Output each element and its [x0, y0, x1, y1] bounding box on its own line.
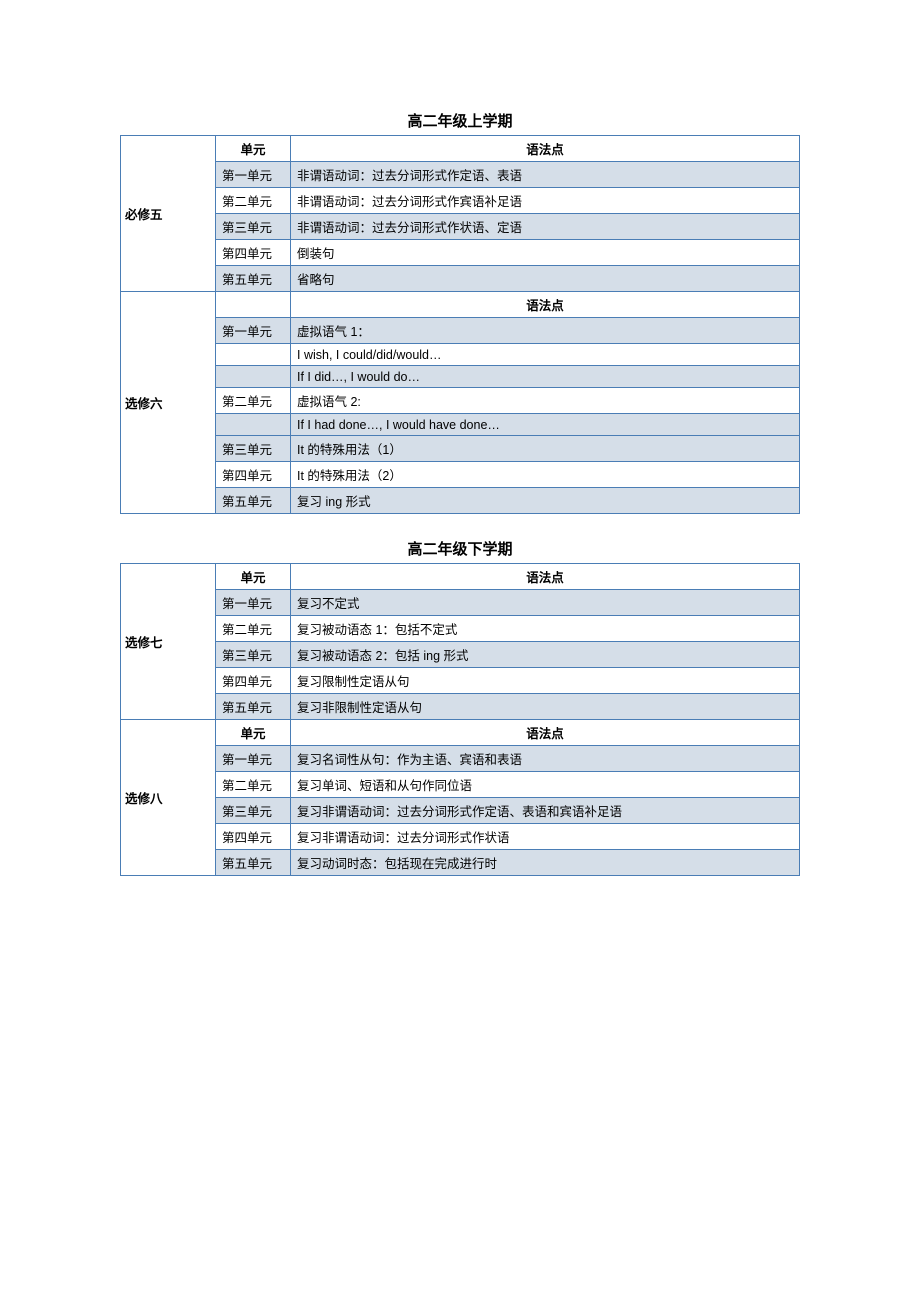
unit-cell: 第三单元: [216, 214, 291, 240]
unit-cell: 第二单元: [216, 188, 291, 214]
table-row: 第二单元虚拟语气 2:: [121, 388, 800, 414]
grammar-cell: 复习动词时态：包括现在完成进行时: [291, 850, 800, 876]
grammar-header: 语法点: [291, 136, 800, 162]
grammar-cell: 非谓语动词：过去分词形式作宾语补足语: [291, 188, 800, 214]
table-row: 第五单元省略句: [121, 266, 800, 292]
grammar-cell: If I did…, I would do…: [291, 366, 800, 388]
table-header-row: 必修五单元语法点: [121, 136, 800, 162]
table-row: I wish, I could/did/would…: [121, 344, 800, 366]
grammar-cell: It 的特殊用法（2）: [291, 462, 800, 488]
table-row: 第五单元复习动词时态：包括现在完成进行时: [121, 850, 800, 876]
unit-cell: [216, 366, 291, 388]
unit-cell: 第五单元: [216, 850, 291, 876]
table-header-row: 选修七单元语法点: [121, 564, 800, 590]
unit-header: 单元: [216, 136, 291, 162]
table-row: If I did…, I would do…: [121, 366, 800, 388]
table-wrap: 选修七单元语法点第一单元复习不定式第二单元复习被动语态 1：包括不定式第三单元复…: [120, 563, 800, 876]
book-cell: 选修七: [121, 564, 216, 720]
unit-cell: 第二单元: [216, 616, 291, 642]
table-header-row: 选修六语法点: [121, 292, 800, 318]
unit-cell: 第二单元: [216, 388, 291, 414]
table-row: 第三单元复习被动语态 2：包括 ing 形式: [121, 642, 800, 668]
grammar-cell: 倒装句: [291, 240, 800, 266]
grammar-cell: I wish, I could/did/would…: [291, 344, 800, 366]
unit-cell: 第一单元: [216, 746, 291, 772]
grammar-header: 语法点: [291, 292, 800, 318]
grammar-cell: 非谓语动词：过去分词形式作定语、表语: [291, 162, 800, 188]
grammar-cell: 复习被动语态 1：包括不定式: [291, 616, 800, 642]
section-title: 高二年级下学期: [120, 538, 800, 559]
table-row: 第二单元复习单词、短语和从句作同位语: [121, 772, 800, 798]
table-row: 第四单元It 的特殊用法（2）: [121, 462, 800, 488]
unit-cell: 第二单元: [216, 772, 291, 798]
grammar-cell: 复习被动语态 2：包括 ing 形式: [291, 642, 800, 668]
content-area: 高二年级上学期必修五单元语法点第一单元非谓语动词：过去分词形式作定语、表语第二单…: [120, 110, 800, 876]
table-row: 第一单元非谓语动词：过去分词形式作定语、表语: [121, 162, 800, 188]
table-row: 第二单元非谓语动词：过去分词形式作宾语补足语: [121, 188, 800, 214]
unit-cell: 第四单元: [216, 240, 291, 266]
table-row: 第五单元复习 ing 形式: [121, 488, 800, 514]
table-row: If I had done…, I would have done…: [121, 414, 800, 436]
unit-header: [216, 292, 291, 318]
section-title: 高二年级上学期: [120, 110, 800, 131]
unit-cell: 第一单元: [216, 162, 291, 188]
unit-cell: [216, 344, 291, 366]
table-row: 第三单元复习非谓语动词：过去分词形式作定语、表语和宾语补足语: [121, 798, 800, 824]
table-row: 第二单元复习被动语态 1：包括不定式: [121, 616, 800, 642]
unit-cell: [216, 414, 291, 436]
table-row: 第一单元复习不定式: [121, 590, 800, 616]
grammar-cell: 复习非限制性定语从句: [291, 694, 800, 720]
grammar-cell: 复习单词、短语和从句作同位语: [291, 772, 800, 798]
table-header-row: 选修八单元语法点: [121, 720, 800, 746]
grammar-cell: 复习非谓语动词：过去分词形式作定语、表语和宾语补足语: [291, 798, 800, 824]
grammar-cell: 非谓语动词：过去分词形式作状语、定语: [291, 214, 800, 240]
table-row: 第三单元非谓语动词：过去分词形式作状语、定语: [121, 214, 800, 240]
table-row: 第三单元It 的特殊用法（1）: [121, 436, 800, 462]
book-cell: 选修八: [121, 720, 216, 876]
grammar-cell: 复习非谓语动词：过去分词形式作状语: [291, 824, 800, 850]
grammar-cell: 复习限制性定语从句: [291, 668, 800, 694]
unit-cell: 第五单元: [216, 488, 291, 514]
unit-cell: 第四单元: [216, 668, 291, 694]
table-row: 第一单元虚拟语气 1：: [121, 318, 800, 344]
unit-cell: 第三单元: [216, 436, 291, 462]
table-row: 第四单元倒装句: [121, 240, 800, 266]
unit-header: 单元: [216, 564, 291, 590]
unit-cell: 第三单元: [216, 798, 291, 824]
page-container: ▪ ▪ ▪.com.cn 高二年级上学期必修五单元语法点第一单元非谓语动词：过去…: [120, 110, 800, 876]
unit-cell: 第五单元: [216, 694, 291, 720]
grammar-cell: 复习名词性从句：作为主语、宾语和表语: [291, 746, 800, 772]
grammar-header: 语法点: [291, 720, 800, 746]
unit-cell: 第一单元: [216, 590, 291, 616]
table-row: 第四单元复习限制性定语从句: [121, 668, 800, 694]
grammar-cell: 虚拟语气 2:: [291, 388, 800, 414]
grammar-cell: It 的特殊用法（1）: [291, 436, 800, 462]
unit-cell: 第四单元: [216, 824, 291, 850]
book-cell: 必修五: [121, 136, 216, 292]
unit-header: 单元: [216, 720, 291, 746]
unit-cell: 第四单元: [216, 462, 291, 488]
unit-cell: 第一单元: [216, 318, 291, 344]
grammar-table: 选修七单元语法点第一单元复习不定式第二单元复习被动语态 1：包括不定式第三单元复…: [120, 563, 800, 876]
table-row: 第一单元复习名词性从句：作为主语、宾语和表语: [121, 746, 800, 772]
unit-cell: 第三单元: [216, 642, 291, 668]
table-row: 第四单元复习非谓语动词：过去分词形式作状语: [121, 824, 800, 850]
grammar-header: 语法点: [291, 564, 800, 590]
table-wrap: 必修五单元语法点第一单元非谓语动词：过去分词形式作定语、表语第二单元非谓语动词：…: [120, 135, 800, 514]
unit-cell: 第五单元: [216, 266, 291, 292]
grammar-table: 必修五单元语法点第一单元非谓语动词：过去分词形式作定语、表语第二单元非谓语动词：…: [120, 135, 800, 514]
grammar-cell: 复习不定式: [291, 590, 800, 616]
grammar-cell: If I had done…, I would have done…: [291, 414, 800, 436]
table-row: 第五单元复习非限制性定语从句: [121, 694, 800, 720]
grammar-cell: 省略句: [291, 266, 800, 292]
grammar-cell: 复习 ing 形式: [291, 488, 800, 514]
grammar-cell: 虚拟语气 1：: [291, 318, 800, 344]
book-cell: 选修六: [121, 292, 216, 514]
